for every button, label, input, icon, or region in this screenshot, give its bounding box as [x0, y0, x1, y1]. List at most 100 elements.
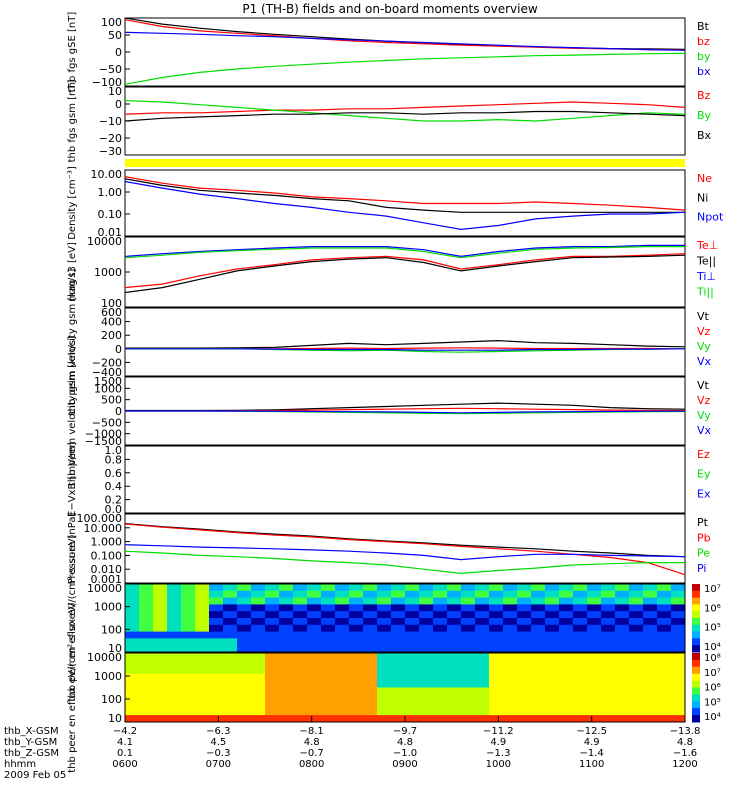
heatmap-cell — [405, 701, 420, 709]
series-line-Bt — [124, 17, 686, 50]
heatmap-cell — [671, 694, 686, 702]
y-axis-label: Density [cm⁻³] — [67, 166, 78, 240]
heatmap-cell — [503, 638, 518, 646]
heatmap-cell — [153, 715, 168, 723]
heatmap-cell — [377, 666, 392, 675]
heatmap-cell — [377, 631, 392, 639]
heatmap-cell — [139, 638, 154, 646]
x-row-value: −4.2 — [113, 726, 137, 737]
heatmap-cell — [531, 584, 546, 592]
heatmap-cell — [573, 673, 588, 682]
heatmap-cell — [363, 631, 378, 639]
heatmap-cell — [475, 666, 490, 675]
heatmap-cell — [587, 701, 602, 709]
heatmap-cell — [251, 597, 266, 605]
heatmap-cell — [377, 701, 392, 709]
heatmap-cell — [349, 645, 364, 653]
heatmap-cell — [671, 604, 686, 612]
heatmap-cell — [321, 659, 336, 668]
y-tick-label: 0.6 — [105, 467, 123, 480]
heatmap-cell — [153, 631, 168, 639]
heatmap-cell — [223, 604, 238, 612]
colorbar-label: 10⁸ — [704, 653, 721, 664]
heatmap-cell — [405, 659, 420, 668]
heatmap-cell — [601, 680, 616, 688]
heatmap-cell — [125, 715, 140, 723]
heatmap-cell — [517, 653, 532, 661]
heatmap-cell — [293, 666, 308, 675]
x-row-label: thb_Y-GSM — [4, 737, 57, 748]
heatmap-cell — [503, 708, 518, 716]
heatmap-cell — [265, 673, 280, 682]
heatmap-cell — [419, 584, 434, 592]
heatmap-cell — [461, 673, 476, 682]
heatmap-cell — [167, 611, 182, 619]
colorbar-segment — [692, 638, 700, 643]
heatmap-cell — [377, 604, 392, 612]
y-tick-label: 0 — [115, 98, 122, 111]
heatmap-cell — [657, 680, 672, 688]
x-axis-annotations: thb_X-GSM −4.2 −6.3 −8.1 −9.7 −11.2 −12.5 −13.8… — [4, 716, 700, 781]
heatmap-cell — [195, 659, 210, 668]
legend-entry: Bz — [697, 89, 711, 102]
heatmap-cell — [223, 611, 238, 619]
heatmap-cell — [475, 708, 490, 716]
heatmap-cell — [125, 597, 140, 605]
heatmap-cell — [321, 680, 336, 688]
heatmap-cell — [349, 687, 364, 695]
heatmap-cell — [181, 590, 196, 599]
heatmap-cell — [223, 638, 238, 646]
heatmap-cell — [279, 624, 294, 633]
x-row-value: 4.9 — [584, 737, 600, 748]
heatmap-cell — [405, 597, 420, 605]
heatmap-cell — [643, 624, 658, 633]
heatmap-cell — [503, 618, 518, 626]
heatmap-cell — [307, 680, 322, 688]
date-label: 2009 Feb 05 — [4, 770, 66, 781]
heatmap-cell — [475, 590, 490, 599]
heatmap-cell — [643, 666, 658, 675]
heatmap-cell — [209, 715, 224, 723]
heatmap-cell — [475, 673, 490, 682]
heatmap-cell — [559, 666, 574, 675]
heatmap-cell — [195, 611, 210, 619]
heatmap-cell — [601, 584, 616, 592]
heatmap-cell — [643, 694, 658, 702]
heatmap-cell — [279, 666, 294, 675]
heatmap-cell — [349, 715, 364, 723]
heatmap-cell — [629, 624, 644, 633]
heatmap-cell — [405, 604, 420, 612]
heatmap-cell — [125, 584, 140, 592]
y-tick-label: −1000 — [85, 428, 122, 441]
heatmap-cell — [615, 694, 630, 702]
heatmap-cell — [279, 631, 294, 639]
legend-entry: Ti|| — [696, 286, 714, 299]
heatmap-cell — [307, 604, 322, 612]
heatmap-cell — [237, 687, 252, 695]
heatmap-cell — [363, 680, 378, 688]
heatmap-cell — [419, 659, 434, 668]
heatmap-cell — [447, 584, 462, 592]
heatmap-cell — [503, 666, 518, 675]
heatmap-cell — [209, 624, 224, 633]
heatmap-cell — [125, 680, 140, 688]
heatmap-cell — [517, 701, 532, 709]
heatmap-cell — [167, 645, 182, 653]
heatmap-cell — [153, 611, 168, 619]
y-tick-label: 0.010 — [91, 563, 123, 576]
heatmap-cell — [153, 680, 168, 688]
heatmap-cell — [489, 604, 504, 612]
heatmap-cell — [293, 645, 308, 653]
heatmap-cell — [391, 715, 406, 723]
heatmap-cell — [321, 638, 336, 646]
heatmap-cell — [587, 708, 602, 716]
heatmap-cell — [349, 597, 364, 605]
heatmap-cell — [377, 694, 392, 702]
heatmap-cell — [545, 694, 560, 702]
heatmap-cell — [587, 680, 602, 688]
colorbar-segment — [692, 604, 700, 609]
heatmap-cell — [377, 687, 392, 695]
y-tick-label: −100 — [92, 76, 122, 89]
heatmap-cell — [335, 708, 350, 716]
heatmap-cell — [573, 687, 588, 695]
